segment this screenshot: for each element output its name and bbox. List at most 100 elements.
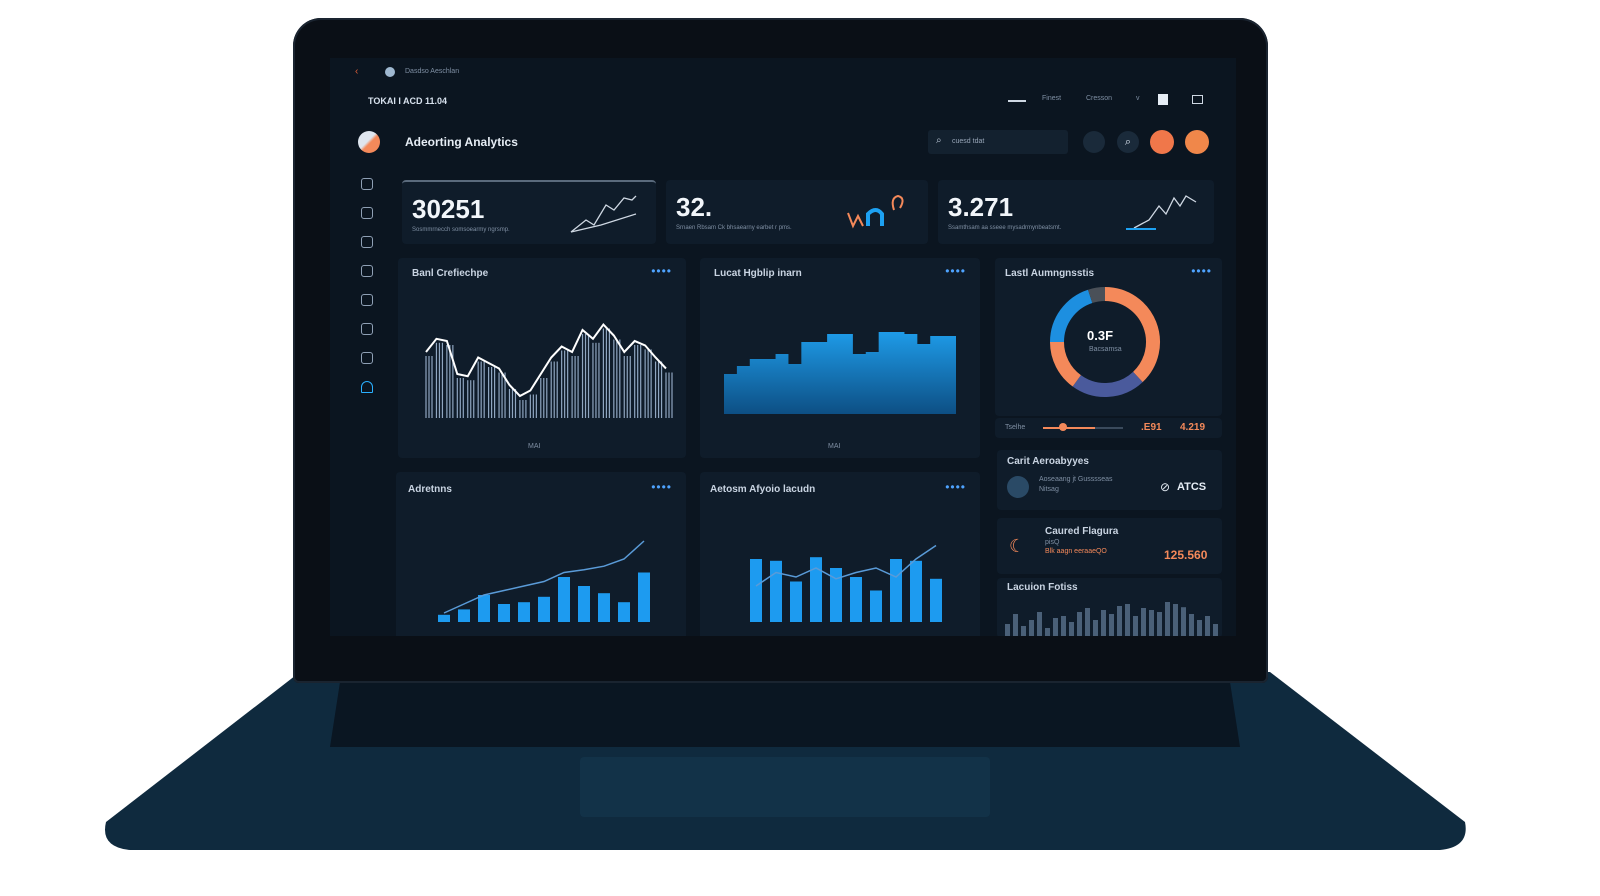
wave-icon: [1007, 476, 1029, 498]
bar: [810, 557, 822, 622]
bar: [478, 595, 490, 622]
bar: [890, 559, 902, 622]
bar: [1037, 612, 1042, 636]
line-bar-chart: [425, 322, 673, 418]
donut-slice: [1104, 287, 1160, 383]
sparkline: [570, 195, 637, 233]
kpi-caption: Ssamthsam aa sseee mysadrmynbeatsmt.: [948, 225, 1062, 231]
bar: [1197, 620, 1202, 636]
bar: [1053, 618, 1058, 636]
notifications-button[interactable]: [1083, 131, 1105, 153]
bar: [1029, 620, 1034, 636]
bar: [1125, 604, 1130, 636]
cloud-icon[interactable]: [361, 294, 373, 306]
screen: ‹ Dasdso Aeschlan TOKAI I ACD 11.04 Fine…: [330, 58, 1236, 636]
folder-icon[interactable]: [361, 323, 373, 335]
menu-item[interactable]: Cresson: [1086, 95, 1113, 102]
donut-caption: Bacsamsa: [1089, 346, 1122, 353]
panel-title: Lastl Aumngnsstis: [1005, 268, 1095, 279]
panel-chart-4: Adretnns ••••: [396, 472, 686, 636]
minimize-icon[interactable]: [1008, 100, 1026, 102]
kpi-card[interactable]: 3.271 Ssamthsam aa sseee mysadrmynbeatsmt…: [938, 180, 1214, 244]
bar: [790, 581, 802, 622]
kpi-value: 3.271: [948, 192, 1014, 222]
device-icon[interactable]: [1158, 94, 1168, 105]
bar: [1157, 612, 1162, 636]
chevron-down-icon[interactable]: v: [1136, 95, 1140, 102]
donut-chart: [1050, 287, 1160, 397]
bar: [870, 590, 882, 622]
bar: [1213, 624, 1218, 636]
kpi-caption: Srnaen Rbsam Ck bhsaearny earbet r pms.: [676, 225, 792, 231]
more-icon[interactable]: ••••: [1191, 264, 1212, 278]
bar: [1061, 616, 1066, 636]
bar: [1165, 602, 1170, 636]
back-icon[interactable]: ‹: [355, 66, 359, 77]
bar: [1109, 614, 1114, 636]
bar: [1085, 608, 1090, 636]
bar: [1149, 610, 1154, 636]
bar: [1173, 604, 1178, 636]
kpi-card[interactable]: 32. Srnaen Rbsam Ck bhsaearny earbet r pm…: [666, 180, 928, 244]
more-icon[interactable]: ••••: [651, 264, 672, 278]
globe-icon: [385, 67, 395, 77]
bar: [598, 593, 610, 622]
bar: [770, 560, 782, 622]
kpi-card[interactable]: 30251 Sosmmrnecch somsoearmy ngrsmp.: [402, 180, 656, 244]
user-search-icon[interactable]: [361, 265, 373, 277]
kpi-value: 30251: [412, 194, 485, 224]
x-axis-label: MAI: [528, 443, 541, 450]
more-icon[interactable]: ••••: [945, 264, 966, 278]
logo: [358, 131, 380, 153]
bar: [1093, 620, 1098, 636]
panel-title: Aetosm Afyoio lacudn: [710, 484, 816, 495]
bar: [830, 568, 842, 622]
more-icon[interactable]: ••••: [651, 480, 672, 494]
bar: [498, 604, 510, 622]
tab-title[interactable]: Dasdso Aeschlan: [405, 68, 460, 75]
inbox-icon[interactable]: [361, 207, 373, 219]
bar: [538, 596, 550, 622]
series-line: [425, 322, 667, 398]
donut-slice: [1088, 287, 1106, 304]
side-card-2[interactable]: ☾ Caured Flagura pisQ Blk aagn eeraaeQO …: [997, 518, 1222, 574]
home-icon[interactable]: [361, 178, 373, 190]
search-input[interactable]: ⌕ cuesd tdat: [928, 130, 1068, 154]
bar: [438, 614, 450, 622]
search-button[interactable]: ⌕: [1117, 131, 1139, 153]
window-icon[interactable]: [1192, 95, 1203, 104]
bar: [638, 572, 650, 622]
arch-icon[interactable]: [361, 381, 373, 393]
bar: [1181, 607, 1186, 636]
slider-handle[interactable]: [1059, 423, 1067, 431]
bar: [618, 602, 630, 622]
more-icon[interactable]: ••••: [945, 480, 966, 494]
bar: [1189, 614, 1194, 636]
x-axis-label: MAI: [828, 443, 841, 450]
bar: [850, 577, 862, 622]
panel-chart-1: Banl Crefiechpe •••• MAI: [398, 258, 686, 458]
bar: [1101, 610, 1106, 636]
area: [724, 332, 956, 414]
donut-slice: [1050, 341, 1082, 387]
side-card-1[interactable]: Carit Aeroabyyes Aoseaang jt Gusssseas N…: [997, 450, 1222, 510]
bar: [1117, 606, 1122, 636]
avatar[interactable]: [1185, 130, 1209, 154]
file-icon[interactable]: [361, 352, 373, 364]
kpi-value: 32.: [676, 192, 713, 222]
combo-chart: [438, 540, 650, 622]
panel-chart-5: Aetosm Afyoio lacudn ••••: [700, 472, 980, 636]
panel-title: Lucat Hgblip inarn: [714, 268, 802, 279]
alert-button[interactable]: [1150, 130, 1174, 154]
donut-slice: [1050, 289, 1093, 343]
bar: [930, 578, 942, 622]
bar: [1133, 616, 1138, 636]
chat-icon[interactable]: [361, 236, 373, 248]
menu-item[interactable]: Finest: [1042, 95, 1062, 102]
slash-icon: ⊘: [1160, 480, 1171, 494]
series-line: [755, 544, 937, 587]
search-icon: ⌕: [936, 135, 942, 146]
bar: [558, 577, 570, 622]
slider[interactable]: [1043, 423, 1123, 431]
sparkline: [1126, 195, 1197, 230]
